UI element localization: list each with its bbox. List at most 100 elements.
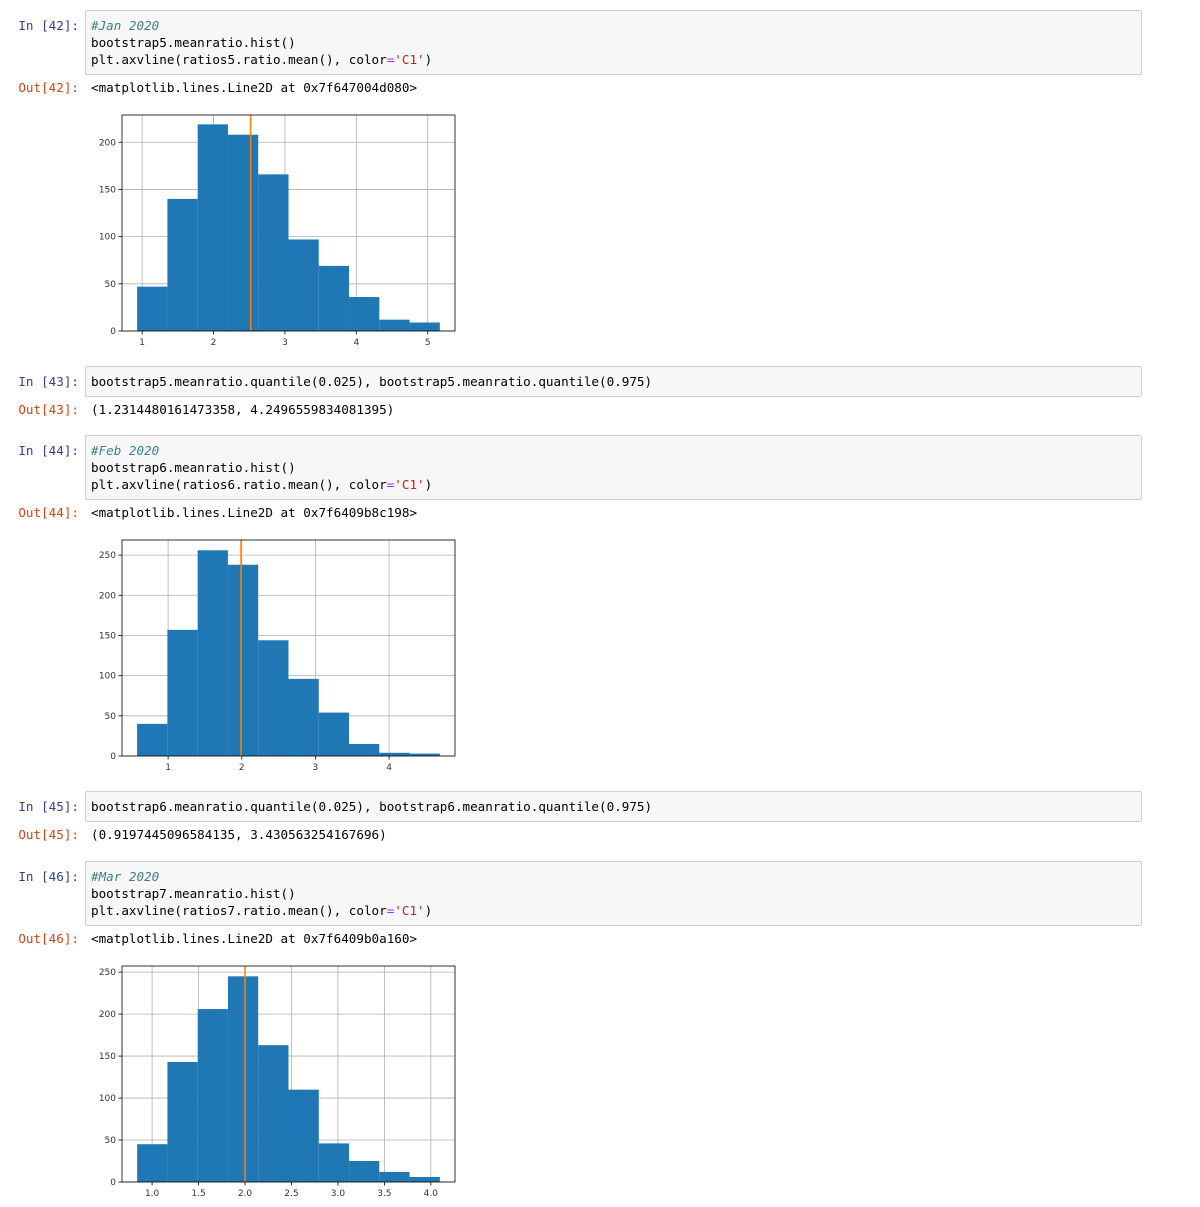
x-tick-label: 4: [386, 763, 392, 773]
axes-frame: [121, 965, 456, 1182]
y-tick-label: 100: [99, 232, 116, 242]
code-token: ): [424, 52, 433, 67]
input-prompt: In [44]:: [18, 443, 79, 458]
x-tick-label: 5: [425, 338, 431, 348]
x-tick-label: 3.5: [377, 1189, 391, 1199]
input-prompt: In [46]:: [18, 869, 79, 884]
code-line: plt.axvline(ratios5.ratio.mean(), color=…: [91, 51, 1141, 68]
x-tick-label: 2.5: [284, 1189, 298, 1199]
code-token: #Jan 2020: [91, 18, 160, 33]
code-line: bootstrap6.meanratio.quantile(0.025), bo…: [91, 798, 1141, 815]
histogram-bar: [227, 975, 259, 1182]
histogram-bar: [227, 564, 259, 756]
x-tick-label: 3: [313, 763, 319, 773]
code-line: #Feb 2020: [91, 442, 1141, 459]
x-tick-label: 1: [139, 338, 145, 348]
code-line: #Jan 2020: [91, 17, 1141, 34]
histogram-bar: [318, 265, 350, 331]
code-token: plt.axvline(ratios5.ratio.mean(), color: [91, 52, 387, 67]
code-line: bootstrap5.meanratio.quantile(0.025), bo…: [91, 373, 1141, 390]
output-text: <matplotlib.lines.Line2D at 0x7f647004d0…: [91, 80, 418, 95]
histogram-bar: [288, 678, 319, 756]
y-tick-label: 200: [99, 138, 116, 148]
histogram-bar: [288, 238, 319, 331]
y-tick-label: 50: [105, 711, 117, 721]
code-token: 'C1': [394, 477, 425, 492]
histogram-bar: [258, 1044, 289, 1182]
x-tick-label: 1.5: [191, 1189, 205, 1199]
code-token: bootstrap5.meanratio.quantile(0.025), bo…: [91, 374, 653, 389]
histogram-bar: [379, 1171, 410, 1182]
input-prompt: In [42]:: [18, 18, 79, 33]
histogram-bar: [167, 198, 198, 331]
code-token: =: [386, 52, 395, 67]
histogram-bar: [167, 1061, 198, 1182]
code-cell[interactable]: bootstrap5.meanratio.quantile(0.025), bo…: [85, 366, 1142, 397]
code-token: ): [424, 903, 433, 918]
output-text: (0.9197445096584135, 3.430563254167696): [91, 827, 387, 842]
y-tick-label: 150: [99, 631, 116, 641]
histogram-bar: [318, 712, 350, 756]
code-token: ): [424, 477, 433, 492]
code-cell[interactable]: #Jan 2020 bootstrap5.meanratio.hist() plt.…: [85, 10, 1142, 75]
input-prompt: In [45]:: [18, 799, 79, 814]
code-line: bootstrap5.meanratio.hist(): [91, 34, 1141, 51]
code-token: 'C1': [394, 903, 425, 918]
code-cell[interactable]: #Mar 2020 bootstrap7.meanratio.hist() plt.…: [85, 861, 1142, 926]
output-prompt: Out[46]:: [18, 931, 79, 946]
y-tick-label: 50: [105, 1136, 117, 1146]
code-token: #Mar 2020: [91, 869, 160, 884]
histogram-bar: [137, 286, 168, 331]
output-text: (1.2314480161473358, 4.2496559834081395): [91, 402, 395, 417]
input-prompt: In [43]:: [18, 374, 79, 389]
histogram-bar: [227, 134, 259, 331]
histogram-bar: [379, 752, 410, 756]
axes-frame: [121, 114, 456, 331]
code-cell[interactable]: #Feb 2020 bootstrap6.meanratio.hist() plt.…: [85, 435, 1142, 500]
histogram-bar: [288, 1089, 319, 1182]
code-token: #Feb 2020: [91, 443, 160, 458]
output-text: <matplotlib.lines.Line2D at 0x7f6409b8c1…: [91, 505, 418, 520]
histogram-bar: [197, 1008, 228, 1182]
output-prompt: Out[43]:: [18, 402, 79, 417]
histogram-bar: [197, 123, 228, 331]
code-token: bootstrap5.meanratio.hist(): [91, 35, 296, 50]
histogram-bar: [258, 173, 289, 331]
histogram-chart: 1.0 1.5 2.0 2.5 3.0 3.5 4.0 0 50 100 150 200 250: [99, 965, 456, 1199]
x-tick-label: 4.0: [424, 1189, 439, 1199]
code-token: 'C1': [394, 52, 425, 67]
histogram-bar: [409, 1176, 440, 1182]
code-token: bootstrap6.meanratio.hist(): [91, 460, 296, 475]
histogram-bar: [379, 319, 410, 331]
code-token: bootstrap6.meanratio.quantile(0.025), bo…: [91, 799, 653, 814]
y-tick-label: 0: [110, 327, 116, 337]
code-token: bootstrap7.meanratio.hist(): [91, 886, 296, 901]
x-tick-label: 3: [282, 338, 288, 348]
code-token: plt.axvline(ratios7.ratio.mean(), color: [91, 903, 387, 918]
code-line: #Mar 2020: [91, 868, 1141, 885]
y-tick-label: 150: [99, 185, 116, 195]
y-tick-label: 50: [105, 279, 117, 289]
histogram-bar: [409, 753, 440, 756]
y-tick-label: 150: [99, 1052, 116, 1062]
histogram-bar: [137, 723, 168, 756]
code-token: =: [386, 903, 395, 918]
histogram-bar: [137, 1143, 168, 1182]
y-tick-label: 250: [99, 551, 116, 561]
y-tick-label: 200: [99, 1010, 116, 1020]
y-tick-label: 250: [99, 968, 116, 978]
histogram-bar: [349, 743, 380, 756]
code-cell[interactable]: bootstrap6.meanratio.quantile(0.025), bo…: [85, 791, 1142, 822]
output-prompt: Out[42]:: [18, 80, 79, 95]
code-token: plt.axvline(ratios6.ratio.mean(), color: [91, 477, 387, 492]
code-line: plt.axvline(ratios6.ratio.mean(), color=…: [91, 476, 1141, 493]
histogram-bar: [318, 1142, 350, 1182]
histogram-bar: [167, 629, 198, 756]
x-tick-label: 4: [353, 338, 359, 348]
code-line: bootstrap6.meanratio.hist(): [91, 459, 1141, 476]
output-prompt: Out[45]:: [18, 827, 79, 842]
y-tick-label: 100: [99, 1094, 116, 1104]
histogram-bar: [258, 639, 289, 756]
x-tick-label: 1: [165, 763, 171, 773]
